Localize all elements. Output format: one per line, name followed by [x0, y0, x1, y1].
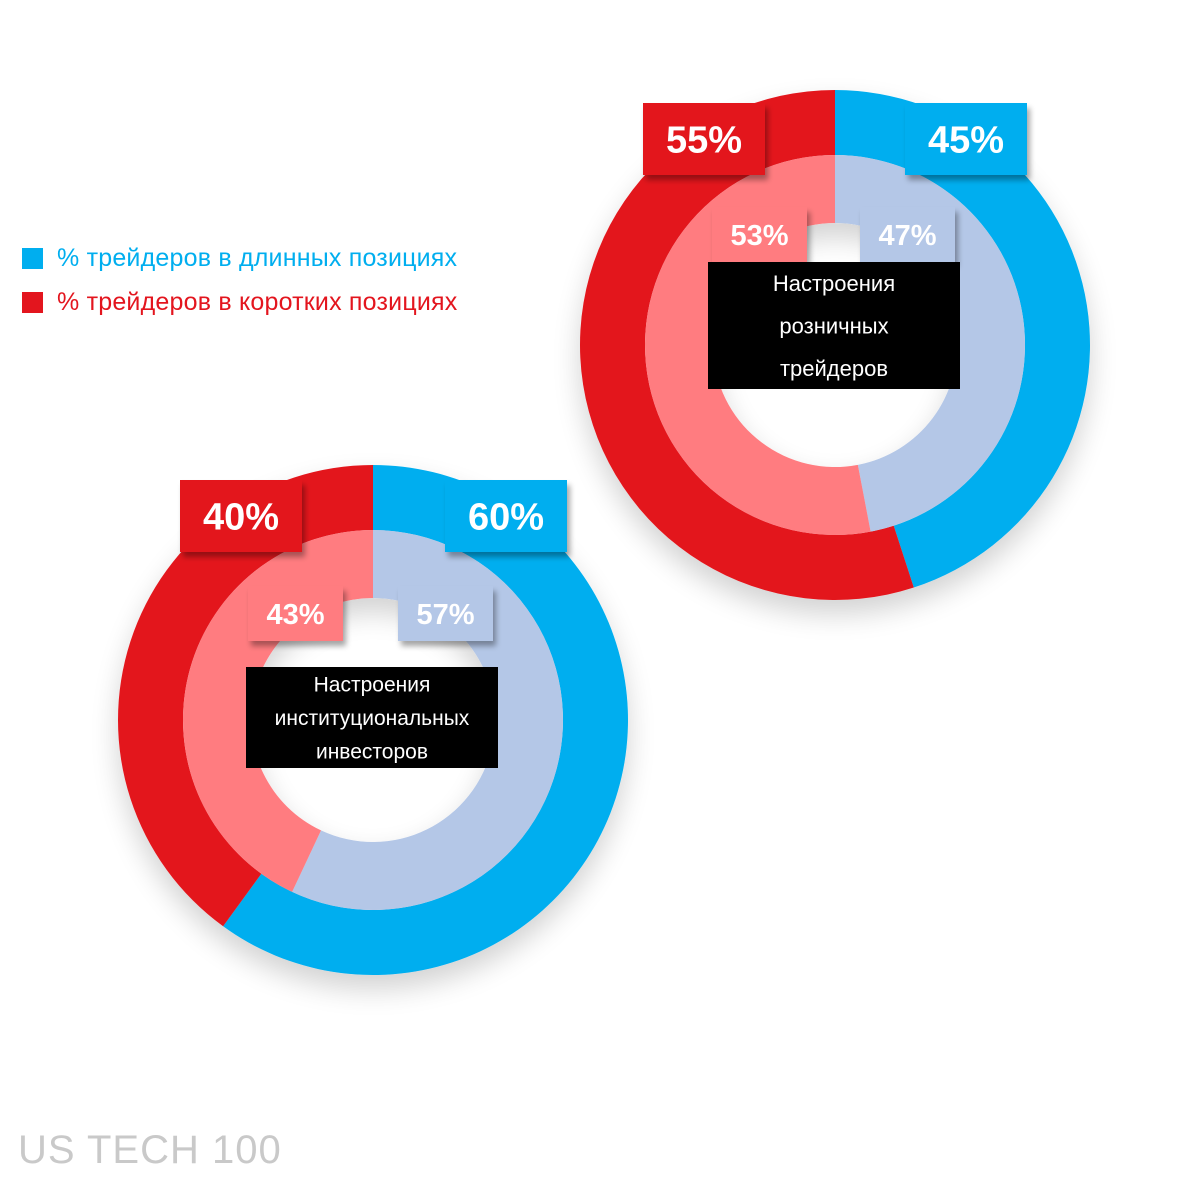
center-label: Настроения институциональных инвесторов — [246, 667, 498, 768]
center-label-bg — [708, 262, 960, 389]
donut-chart-2: Настроения институциональных инвесторов 40%… — [117, 465, 628, 975]
outer-short-label-text: 40% — [203, 497, 279, 539]
inner-long-label: 57% — [398, 586, 493, 641]
center-label-line: институциональных — [275, 707, 470, 730]
inner-long-label-text: 57% — [416, 599, 474, 631]
inner-short-label-bg — [248, 586, 343, 641]
inner-short-label: 43% — [248, 586, 343, 641]
inner-long-label-text: 47% — [878, 220, 936, 252]
center-label-bg — [246, 667, 498, 768]
center-label: Настроения розничных трейдеров — [708, 262, 960, 389]
footer-title: US TECH 100 — [18, 1128, 282, 1172]
outer-long-label: 45% — [905, 103, 1027, 175]
center-label-line: трейдеров — [780, 356, 888, 381]
center-label-line: инвесторов — [316, 741, 428, 764]
outer-short-label-bg — [180, 480, 302, 552]
legend-label-long: % трейдеров в длинных позициях — [57, 243, 458, 272]
outer-long-label-text: 60% — [468, 497, 544, 539]
inner-short-label-text: 53% — [730, 220, 788, 252]
center-label-line: розничных — [779, 313, 888, 338]
outer-long-label-text: 45% — [928, 120, 1004, 162]
center-label-line: Настроения — [314, 673, 431, 696]
donut-rings — [580, 90, 1091, 600]
inner-long-slice — [835, 155, 1026, 532]
outer-short-label-bg — [643, 103, 765, 175]
legend: % трейдеров в длинных позициях % трейдер… — [22, 236, 457, 324]
legend-swatch-short — [22, 291, 43, 313]
legend-label-short: % трейдеров в коротких позициях — [57, 287, 458, 316]
inner-long-label-bg — [860, 207, 955, 262]
legend-item-long: % трейдеров в длинных позициях — [22, 236, 457, 280]
outer-short-label-text: 55% — [666, 120, 742, 162]
outer-short-label: 55% — [643, 103, 765, 175]
outer-short-label: 40% — [180, 480, 302, 552]
inner-long-label: 47% — [860, 207, 955, 262]
inner-short-label-text: 43% — [266, 599, 324, 631]
donut-chart-1: Настроения розничных трейдеров 55% 45% 53% 47% — [580, 90, 1091, 600]
center-label-line: Настроения — [773, 271, 895, 296]
outer-long-label: 60% — [445, 480, 567, 552]
outer-short-slice — [580, 90, 914, 600]
inner-long-slice — [292, 530, 564, 910]
inner-short-slice — [183, 530, 373, 892]
inner-long-label-bg — [398, 586, 493, 641]
outer-long-label-bg — [445, 480, 567, 552]
outer-long-label-bg — [905, 103, 1027, 175]
outer-long-slice — [223, 465, 628, 975]
legend-swatch-long — [22, 247, 43, 269]
legend-item-short: % трейдеров в коротких позициях — [22, 280, 457, 324]
donut-rings — [117, 465, 628, 975]
outer-long-slice — [835, 90, 1091, 588]
inner-short-slice — [645, 155, 871, 535]
inner-short-label: 53% — [712, 207, 807, 262]
inner-short-label-bg — [712, 207, 807, 262]
outer-short-slice — [117, 465, 373, 927]
